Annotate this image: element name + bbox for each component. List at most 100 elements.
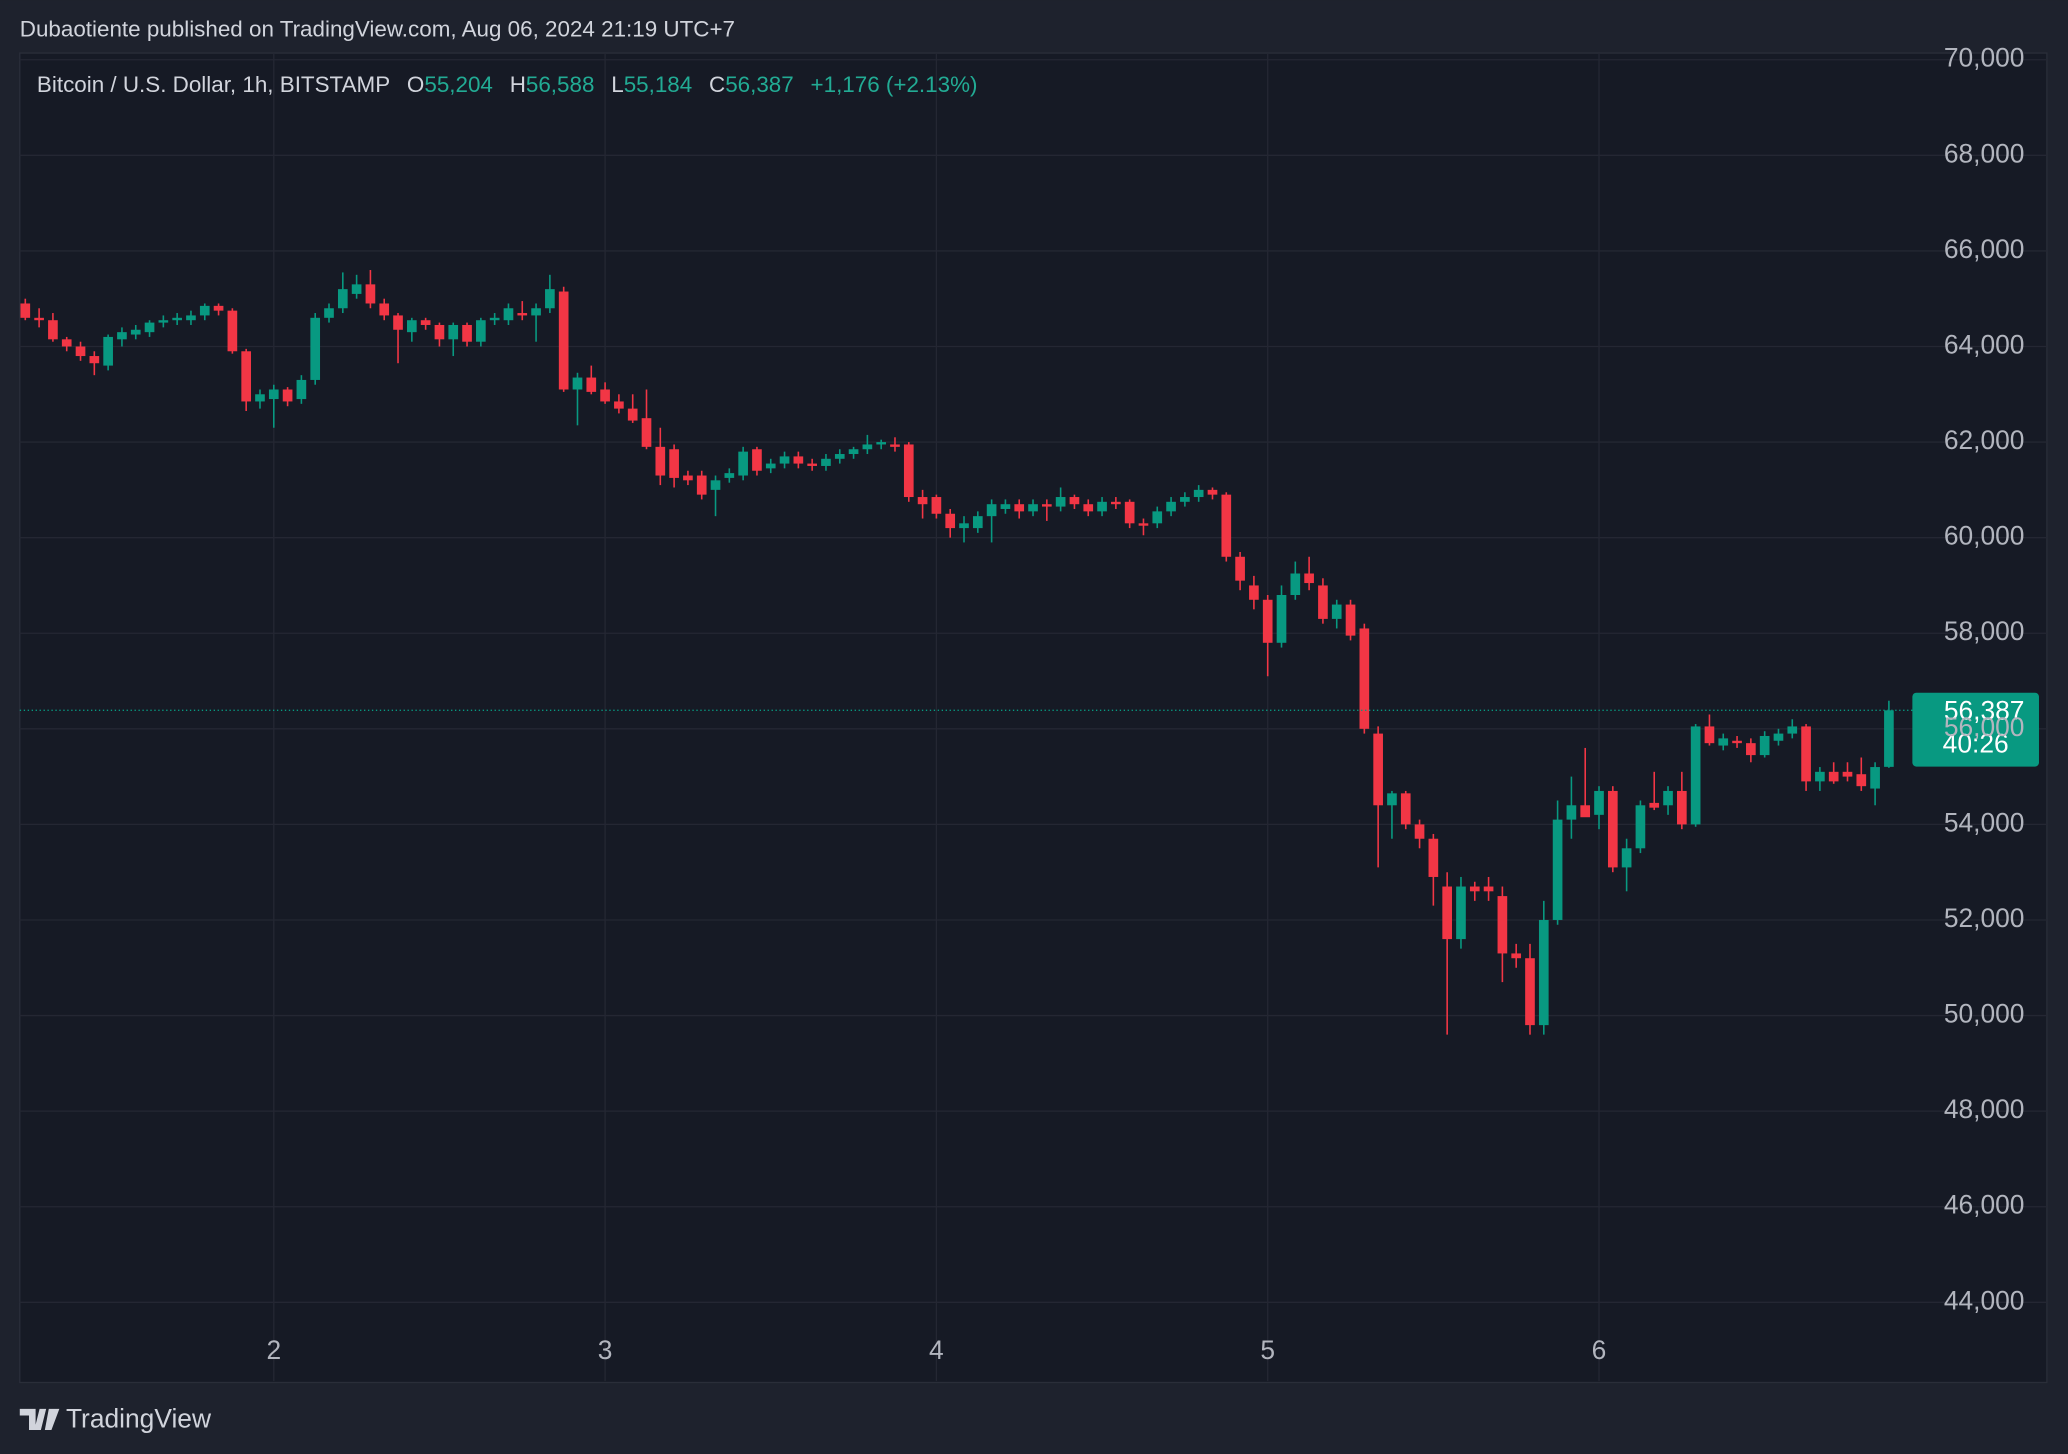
candle-body: [683, 475, 693, 481]
candle-body: [1456, 886, 1466, 940]
candle-body: [296, 379, 307, 400]
candle-body: [862, 444, 873, 450]
candle-body: [834, 454, 845, 459]
candle-body: [1469, 886, 1480, 892]
candle-body: [1345, 604, 1356, 636]
attribution: Dubaotiente published on TradingView.com…: [20, 17, 735, 42]
candle-body: [48, 320, 58, 340]
price-tag: [1912, 692, 2039, 767]
candle-body: [1718, 738, 1729, 746]
candle-body: [1552, 819, 1563, 920]
x-tick-label: 6: [1592, 1335, 1607, 1365]
candle-body: [1235, 556, 1245, 581]
candle-body: [1318, 585, 1328, 619]
candle-body: [186, 315, 196, 321]
candle-body: [1525, 958, 1535, 1026]
candle-body: [890, 444, 900, 447]
candle-body: [1801, 726, 1811, 782]
candle-body: [20, 303, 31, 318]
candle-body: [199, 305, 210, 316]
candle-body: [959, 523, 969, 529]
candle-body: [986, 504, 997, 517]
candle-body: [1221, 494, 1232, 557]
candle-body: [1387, 793, 1397, 806]
ohlc-value: 55,204: [424, 72, 493, 97]
candle-body: [710, 480, 721, 490]
change: +1,176 (+2.13%): [811, 72, 978, 97]
ohlc-value: 56,387: [725, 72, 794, 97]
candle-body: [1414, 824, 1425, 839]
ohlc-key: L: [611, 72, 623, 97]
x-tick-label: 4: [929, 1335, 944, 1365]
candle-body: [1580, 805, 1591, 818]
candle-body: [821, 458, 831, 466]
legend: Bitcoin / U.S. Dollar, 1h, BITSTAMP O55,…: [37, 72, 978, 97]
candle-body: [172, 317, 182, 321]
candle-body: [1842, 771, 1853, 777]
candle-body: [434, 324, 445, 340]
candle-body: [241, 351, 252, 402]
candle-body: [627, 408, 638, 421]
candle-body: [572, 377, 583, 390]
candle-body: [614, 401, 624, 409]
candle-body: [917, 497, 928, 505]
brand: TradingView: [66, 1404, 212, 1434]
candle-body: [89, 356, 100, 364]
candle-body: [1359, 628, 1370, 729]
candle-body: [1180, 497, 1190, 502]
candle-body: [655, 446, 666, 476]
candle-body: [1538, 919, 1549, 1026]
y-tick-label: 68,000: [1944, 138, 2025, 168]
candle-body: [1442, 886, 1452, 940]
candle-body: [1690, 726, 1701, 825]
candle-body: [1428, 838, 1439, 877]
candle-body: [1193, 489, 1204, 498]
candle-body: [1870, 767, 1880, 789]
candle-body: [1069, 497, 1080, 505]
candle-body: [282, 389, 293, 402]
candle-body: [103, 336, 113, 366]
y-tick-label: 52,000: [1944, 903, 2025, 933]
candle-body: [1262, 599, 1273, 643]
candle-body: [765, 463, 776, 469]
candle-body: [793, 456, 804, 464]
candle-body: [945, 513, 956, 529]
candle-body: [1042, 504, 1052, 507]
y-tick-label: 48,000: [1944, 1094, 2025, 1124]
candle-body: [1483, 886, 1494, 892]
y-tick-label: 44,000: [1944, 1285, 2025, 1315]
candle-body: [1111, 501, 1121, 505]
candle-body: [420, 320, 431, 325]
plot-background: [19, 52, 2048, 1384]
candle-body: [1083, 504, 1094, 512]
candle-body: [1566, 805, 1577, 820]
candle-body: [876, 442, 887, 445]
candle-body: [531, 308, 541, 316]
candle-body: [406, 320, 417, 333]
y-tick-label: 70,000: [1944, 43, 2025, 73]
candle-body: [807, 463, 817, 466]
y-tick-label: 46,000: [1944, 1190, 2025, 1220]
candle-body: [75, 346, 86, 357]
candle-body: [1028, 504, 1038, 512]
candle-body: [779, 456, 790, 464]
candle-body: [1497, 896, 1508, 954]
price-tag-price: 56,387: [1944, 695, 2025, 725]
candle-body: [1594, 790, 1604, 815]
candle-body: [117, 332, 127, 340]
candle-body: [1759, 735, 1770, 756]
candle-body: [1124, 501, 1135, 524]
candle-body: [255, 394, 265, 402]
candle-body: [1014, 504, 1025, 512]
candle-body: [1607, 790, 1618, 868]
candle-body: [503, 308, 514, 321]
candle-body: [1207, 489, 1218, 495]
candle-body: [517, 313, 528, 316]
candle-body: [641, 418, 652, 447]
candle-body: [972, 516, 983, 529]
symbol: Bitcoin / U.S. Dollar, 1h, BITSTAMP: [37, 72, 390, 97]
candle-body: [586, 377, 597, 392]
x-tick-label: 3: [598, 1335, 613, 1365]
candle-body: [324, 308, 334, 318]
